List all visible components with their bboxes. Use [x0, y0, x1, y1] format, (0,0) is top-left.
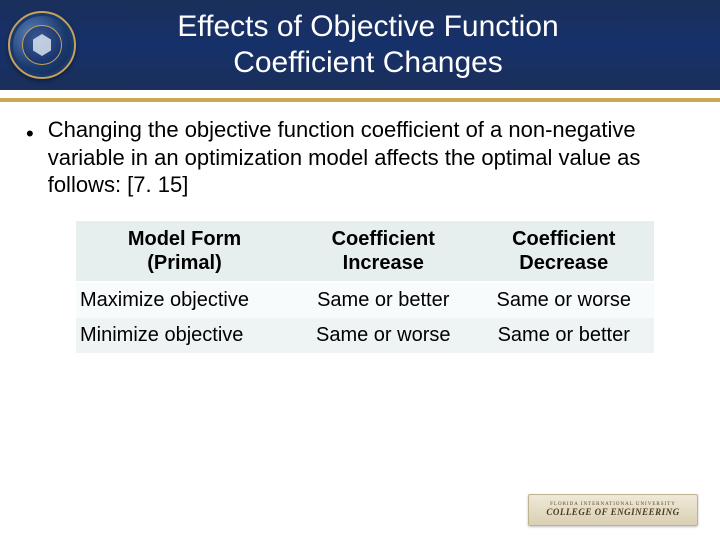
cell-increase: Same or better	[293, 282, 473, 318]
col-header-increase: Coefficient Increase	[293, 221, 473, 282]
table-header-row: Model Form (Primal) Coefficient Increase…	[76, 221, 654, 282]
footer-college: COLLEGE OF ENGINEERING	[546, 507, 679, 518]
slide-title: Effects of Objective Function Coefficien…	[76, 9, 720, 81]
university-seal-icon	[8, 11, 76, 79]
cell-decrease: Same or better	[473, 318, 654, 353]
cell-model: Maximize objective	[76, 282, 293, 318]
col-header-decrease: Coefficient Decrease	[473, 221, 654, 282]
title-band: Effects of Objective Function Coefficien…	[0, 0, 720, 90]
col-header-text: (Primal)	[147, 252, 221, 274]
title-line-2: Coefficient Changes	[76, 45, 660, 81]
col-header-model-form: Model Form (Primal)	[76, 221, 293, 282]
effects-table: Model Form (Primal) Coefficient Increase…	[76, 221, 654, 353]
bullet-text: Changing the objective function coeffici…	[48, 116, 694, 199]
bullet-marker: •	[26, 116, 34, 148]
cell-decrease: Same or worse	[473, 282, 654, 318]
bullet-item: • Changing the objective function coeffi…	[26, 116, 694, 199]
title-line-1: Effects of Objective Function	[76, 9, 660, 45]
table-row: Maximize objective Same or better Same o…	[76, 282, 654, 318]
col-header-text: Model Form	[128, 228, 241, 250]
col-header-text: Decrease	[519, 252, 608, 274]
cell-increase: Same or worse	[293, 318, 473, 353]
col-header-text: Coefficient	[512, 228, 615, 250]
college-logo: FLORIDA INTERNATIONAL UNIVERSITY COLLEGE…	[528, 494, 698, 526]
content-area: • Changing the objective function coeffi…	[0, 102, 720, 353]
table-row: Minimize objective Same or worse Same or…	[76, 318, 654, 353]
cell-model: Minimize objective	[76, 318, 293, 353]
col-header-text: Increase	[343, 252, 424, 274]
col-header-text: Coefficient	[332, 228, 435, 250]
